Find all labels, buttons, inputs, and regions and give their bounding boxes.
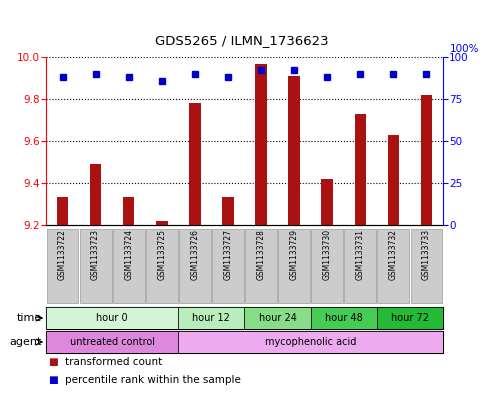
Text: time: time	[17, 313, 42, 323]
Text: transformed count: transformed count	[65, 357, 163, 367]
Bar	[90, 164, 101, 225]
Bar	[189, 103, 200, 225]
Bar	[80, 229, 112, 303]
Bar	[212, 229, 244, 303]
Bar	[156, 221, 168, 225]
Text: GSM1133729: GSM1133729	[290, 230, 298, 280]
Text: untreated control: untreated control	[70, 337, 155, 347]
Bar	[178, 331, 443, 353]
Bar	[222, 196, 234, 225]
Bar	[321, 179, 333, 225]
Bar	[244, 307, 311, 329]
Bar	[344, 229, 376, 303]
Bar	[46, 331, 178, 353]
Bar	[278, 229, 310, 303]
Bar	[113, 229, 144, 303]
Bar	[355, 114, 366, 225]
Bar	[179, 229, 211, 303]
Text: mycophenolic acid: mycophenolic acid	[265, 337, 356, 347]
Bar	[57, 196, 68, 225]
Text: GSM1133723: GSM1133723	[91, 230, 100, 280]
Text: GSM1133722: GSM1133722	[58, 230, 67, 280]
Bar	[311, 307, 377, 329]
Text: GSM1133724: GSM1133724	[124, 230, 133, 280]
Bar	[255, 64, 267, 225]
Text: GSM1133727: GSM1133727	[224, 230, 232, 280]
Bar	[123, 196, 134, 225]
Text: GSM1133733: GSM1133733	[422, 230, 431, 281]
Text: GSM1133732: GSM1133732	[389, 230, 398, 280]
Text: GSM1133730: GSM1133730	[323, 230, 332, 281]
Text: GSM1133726: GSM1133726	[190, 230, 199, 280]
Bar	[288, 76, 300, 225]
Text: hour 24: hour 24	[258, 313, 297, 323]
Bar	[421, 95, 432, 225]
Text: GDS5265 / ILMN_1736623: GDS5265 / ILMN_1736623	[155, 34, 328, 47]
Text: GSM1133728: GSM1133728	[256, 230, 266, 280]
Bar	[377, 307, 443, 329]
Text: 100%: 100%	[450, 44, 480, 54]
Text: hour 0: hour 0	[96, 313, 128, 323]
Bar	[46, 307, 178, 329]
Bar	[245, 229, 277, 303]
Text: ■: ■	[48, 357, 58, 367]
Text: hour 72: hour 72	[391, 313, 429, 323]
Bar	[146, 229, 178, 303]
Bar	[47, 229, 78, 303]
Bar	[378, 229, 409, 303]
Text: GSM1133731: GSM1133731	[356, 230, 365, 280]
Bar	[411, 229, 442, 303]
Bar	[387, 135, 399, 225]
Text: ■: ■	[48, 375, 58, 385]
Text: GSM1133725: GSM1133725	[157, 230, 166, 280]
Bar	[312, 229, 343, 303]
Text: agent: agent	[10, 337, 42, 347]
Text: hour 48: hour 48	[325, 313, 363, 323]
Text: percentile rank within the sample: percentile rank within the sample	[65, 375, 241, 385]
Text: hour 12: hour 12	[193, 313, 230, 323]
Bar	[178, 307, 244, 329]
